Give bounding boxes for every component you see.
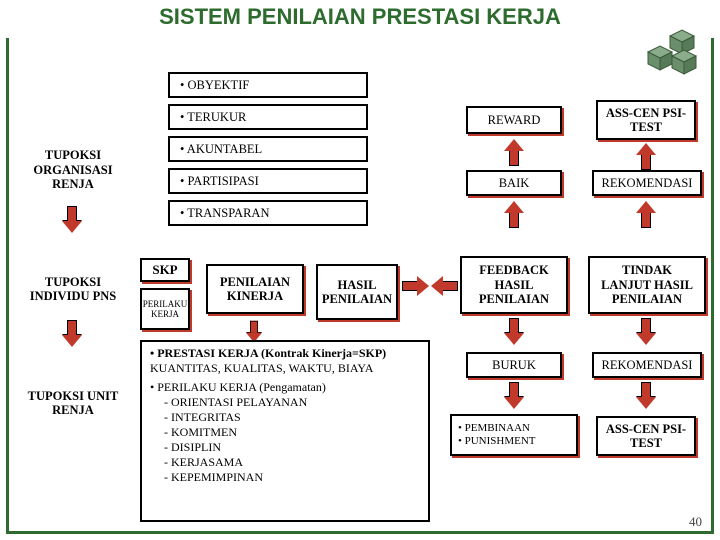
detail-item: - KOMITMEN <box>164 425 420 440</box>
bullet-transparan: • TRANSPARAN <box>168 200 368 226</box>
left-label-3: TUPOKSI UNIT RENJA <box>18 384 128 422</box>
arrow-down-icon <box>64 206 80 234</box>
arrow-down-icon <box>638 318 654 346</box>
details-box: • PRESTASI KERJA (Kontrak Kinerja=SKP) K… <box>140 340 430 522</box>
page-number: 40 <box>689 514 702 530</box>
arrow-right-icon <box>402 278 430 294</box>
box-buruk: BURUK <box>466 352 562 378</box>
arrow-up-icon <box>506 200 522 228</box>
box-pembinaan: • PEMBINAAN • PUNISHMENT <box>450 414 578 456</box>
box-perilaku: PERILAKU KERJA <box>140 288 190 330</box>
bullet-akuntabel: • AKUNTABEL <box>168 136 368 162</box>
detail-line: • PRESTASI KERJA (Kontrak Kinerja=SKP) <box>150 346 420 361</box>
box-reward: REWARD <box>466 106 562 134</box>
bullet-terukur: • TERUKUR <box>168 104 368 130</box>
detail-item: - KERJASAMA <box>164 455 420 470</box>
left-label-2: TUPOKSI INDIVIDU PNS <box>18 270 128 308</box>
box-tindak-lanjut: TINDAK LANJUT HASIL PENILAIAN <box>588 256 706 314</box>
box-baik: BAIK <box>466 170 562 196</box>
arrow-right-icon <box>430 278 458 294</box>
arrow-up-icon <box>506 138 522 166</box>
detail-line: • PERILAKU KERJA (Pengamatan) <box>150 380 420 395</box>
box-rekom-top: REKOMENDASI <box>592 170 702 196</box>
page-title: SISTEM PENILAIAN PRESTASI KERJA <box>0 0 720 38</box>
bullet-partisipasi: • PARTISIPASI <box>168 168 368 194</box>
box-skp: SKP <box>140 258 190 282</box>
box-hasil-penilaian: HASIL PENILAIAN <box>316 264 398 320</box>
arrow-up-icon <box>638 142 654 170</box>
box-penilaian-kinerja: PENILAIAN KINERJA <box>206 264 304 314</box>
box-feedback: FEEDBACK HASIL PENILAIAN <box>460 256 568 314</box>
arrow-down-icon <box>638 382 654 410</box>
bullet-obyektif: • OBYEKTIF <box>168 72 368 98</box>
box-asscen-bottom: ASS-CEN PSI-TEST <box>596 416 696 456</box>
detail-item: - DISIPLIN <box>164 440 420 455</box>
arrow-down-icon <box>506 382 522 410</box>
arrow-up-icon <box>638 200 654 228</box>
logo-cubes <box>640 26 700 85</box>
detail-line: KUANTITAS, KUALITAS, WAKTU, BIAYA <box>150 361 420 376</box>
detail-item: - INTEGRITAS <box>164 410 420 425</box>
box-rekom-bottom: REKOMENDASI <box>592 352 702 378</box>
arrow-down-icon <box>64 320 80 348</box>
detail-item: - ORIENTASI PELAYANAN <box>164 395 420 410</box>
left-label-1: TUPOKSI ORGANISASI RENJA <box>18 144 128 196</box>
arrow-down-icon <box>506 318 522 346</box>
detail-item: - KEPEMIMPINAN <box>164 470 420 485</box>
box-asscen-top: ASS-CEN PSI-TEST <box>596 100 696 140</box>
